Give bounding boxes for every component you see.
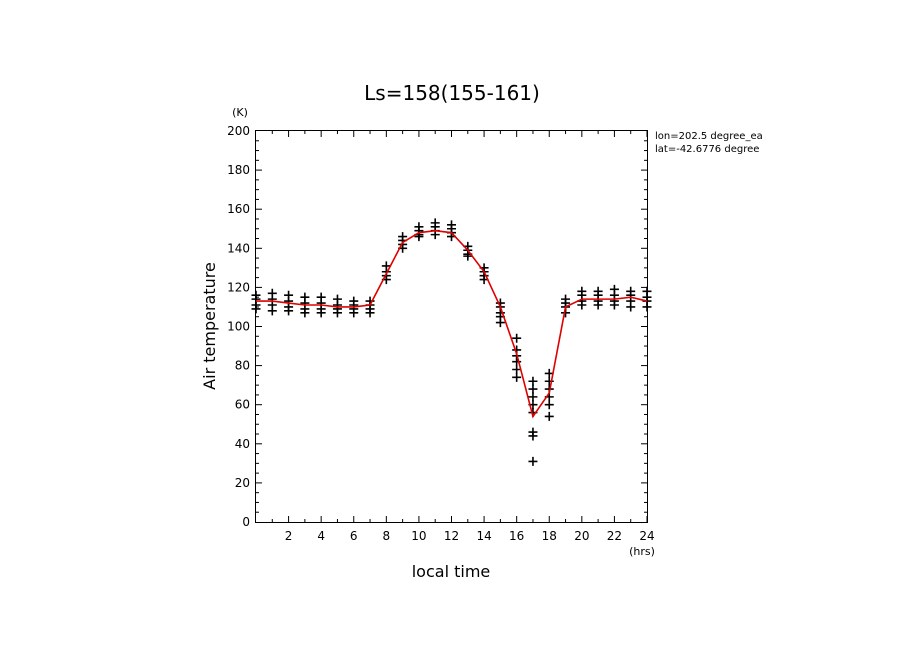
y-tick-label: 140 xyxy=(227,241,250,255)
x-tick-label: 4 xyxy=(317,529,325,543)
data-point xyxy=(528,431,538,441)
lon-annotation: lon=202.5 degree_ea xyxy=(655,131,763,142)
lat-annotation: lat=-42.6776 degree xyxy=(655,144,759,155)
axis-ticks: 2 4 6 8 10 12 14 16 18 20 22 2402040608010012014016… xyxy=(227,124,655,543)
x-tick-label: 20 xyxy=(574,529,589,543)
x-axis-label: local time xyxy=(412,562,491,581)
x-tick-label: 2 xyxy=(285,529,293,543)
data-point xyxy=(544,400,554,410)
data-point xyxy=(300,308,310,318)
x-tick-label: 10 xyxy=(411,529,426,543)
data-point xyxy=(284,306,294,316)
x-unit-label: (hrs) xyxy=(629,545,655,558)
data-point xyxy=(430,230,440,240)
data-point xyxy=(316,308,326,318)
x-tick-label: 18 xyxy=(542,529,557,543)
data-point xyxy=(544,411,554,421)
observation-points xyxy=(251,218,652,466)
y-axis-label: Air temperature xyxy=(200,262,219,390)
y-tick-label: 100 xyxy=(227,320,250,334)
model-line xyxy=(256,229,648,419)
data-point xyxy=(593,300,603,310)
data-point xyxy=(332,308,342,318)
data-point xyxy=(495,318,505,328)
data-point xyxy=(463,251,473,261)
data-point xyxy=(528,392,538,402)
x-tick-label: 22 xyxy=(607,529,622,543)
data-point xyxy=(528,384,538,394)
y-tick-label: 60 xyxy=(235,398,250,412)
data-point xyxy=(626,302,636,312)
y-tick-label: 200 xyxy=(227,124,250,138)
data-point xyxy=(609,300,619,310)
data-point xyxy=(642,302,652,312)
data-point xyxy=(365,308,375,318)
x-tick-label: 14 xyxy=(476,529,491,543)
data-point xyxy=(349,308,359,318)
data-point xyxy=(512,357,522,367)
data-point xyxy=(512,365,522,375)
x-tick-label: 6 xyxy=(350,529,358,543)
data-point xyxy=(251,304,261,314)
plot-frame xyxy=(255,130,648,523)
data-point xyxy=(528,376,538,386)
y-tick-label: 120 xyxy=(227,280,250,294)
y-tick-label: 0 xyxy=(242,515,250,529)
data-point xyxy=(528,456,538,466)
y-tick-label: 180 xyxy=(227,163,250,177)
model-line-layer xyxy=(256,229,648,419)
data-point xyxy=(267,306,277,316)
data-point xyxy=(512,333,522,343)
chart-title: Ls=158(155-161) xyxy=(364,81,540,105)
data-point xyxy=(512,372,522,382)
x-tick-label: 24 xyxy=(639,529,654,543)
data-point xyxy=(577,300,587,310)
y-tick-label: 20 xyxy=(235,476,250,490)
y-tick-label: 40 xyxy=(235,437,250,451)
x-tick-label: 16 xyxy=(509,529,524,543)
x-tick-label: 8 xyxy=(383,529,391,543)
y-tick-label: 80 xyxy=(235,359,250,373)
x-tick-label: 12 xyxy=(444,529,459,543)
y-tick-label: 160 xyxy=(227,202,250,216)
y-unit-label: (K) xyxy=(232,106,248,119)
